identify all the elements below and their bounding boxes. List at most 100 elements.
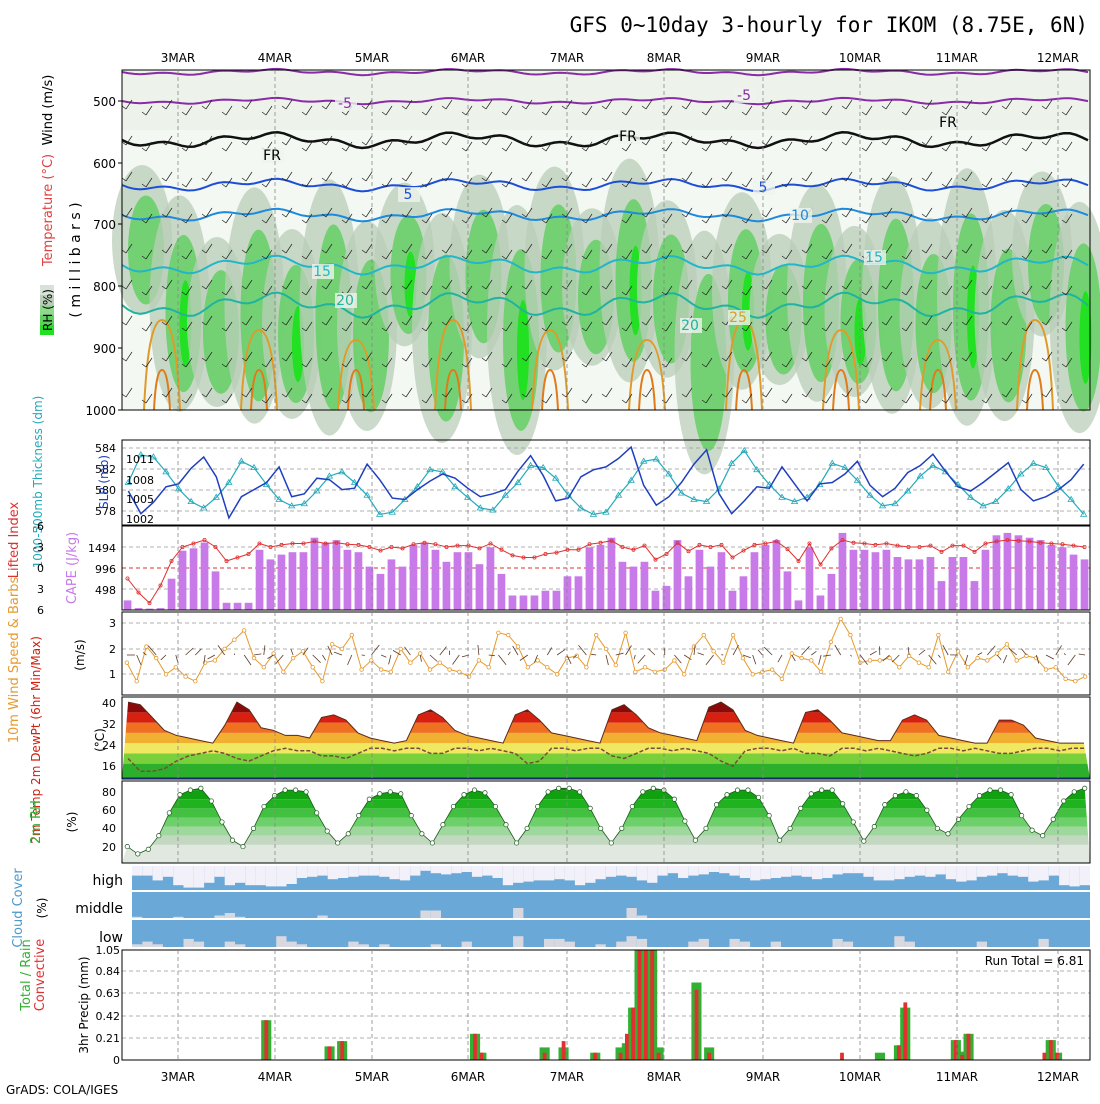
cloud-fill-low <box>565 942 575 947</box>
rh-band <box>122 790 1090 799</box>
ylabel-cape: CAPE (J/kg) <box>65 532 80 604</box>
ylabel-precip-conv: Convective <box>33 939 48 1012</box>
cloud-gap-high <box>771 866 781 878</box>
rh-marker <box>525 826 529 830</box>
top-date-label: 7MAR <box>550 51 585 65</box>
precip-convective-bar <box>695 990 699 1060</box>
precip-convective-bar <box>840 1053 844 1060</box>
cape-tick-label: 498 <box>95 584 116 597</box>
cape-bar <box>674 540 682 610</box>
cloud-gap-high <box>719 866 729 873</box>
contour-label: -5 <box>737 88 751 104</box>
cloud-gap-high <box>338 866 348 878</box>
wind-barb-10m <box>938 655 940 658</box>
ylabel-wind-10m: 10m Wind Speed & Barbs <box>7 577 22 744</box>
cloud-gap-high <box>163 866 173 877</box>
cape-bar <box>619 562 627 610</box>
wind-barb-10m <box>508 652 510 655</box>
rh-marker <box>672 797 676 801</box>
ylabel-cloud-unit: (%) <box>35 898 49 919</box>
cloud-gap-high <box>678 866 688 878</box>
wind-barb-10m <box>195 649 201 655</box>
cloud-gap-high <box>894 866 904 879</box>
cloud-gap-high <box>173 866 183 885</box>
cloud-gap-high <box>482 866 492 876</box>
wind-speed-marker <box>399 647 403 651</box>
wind-speed-marker <box>321 679 325 683</box>
wind-speed-marker <box>682 673 686 677</box>
contour-label: FR <box>263 148 281 164</box>
cape-bar <box>322 543 330 611</box>
cloud-gap-high <box>1069 866 1079 886</box>
bottom-date-label: 4MAR <box>258 1070 293 1084</box>
rh-marker <box>799 806 803 810</box>
rh-marker <box>967 804 971 808</box>
precip-convective-bar <box>644 950 648 1060</box>
wind-speed-marker <box>252 656 256 660</box>
cloud-gap-high <box>802 866 812 877</box>
rh-marker <box>336 841 340 845</box>
wind-speed-marker <box>223 647 227 651</box>
cape-bar <box>1004 533 1012 610</box>
wind-barb-10m <box>919 650 925 655</box>
cloud-fill-low <box>1039 939 1049 947</box>
wind-barb-10m <box>244 655 251 665</box>
rh-marker <box>651 786 655 790</box>
cape-bar <box>311 538 319 610</box>
wind-speed-marker <box>986 659 990 663</box>
rh-tick-label: 40 <box>102 822 116 835</box>
rh-band <box>122 827 1090 836</box>
wind-barb-10m <box>579 645 587 655</box>
wind-speed-marker <box>917 661 921 665</box>
li-tick-label: 6 <box>37 604 44 617</box>
cloud-gap-high <box>853 866 863 873</box>
cloud-gap-high <box>214 866 224 877</box>
cloud-gap-high <box>400 866 410 880</box>
cloud-fill-low <box>843 942 853 947</box>
wind-tick-label: 1 <box>109 668 116 681</box>
top-date-label: 9MAR <box>746 51 781 65</box>
cape-bar <box>223 603 231 610</box>
rh-marker <box>946 832 950 836</box>
rh-marker <box>493 804 497 808</box>
cape-bar <box>1081 559 1089 610</box>
cloud-gap-high <box>647 866 657 883</box>
slp-tick-label: 1005 <box>126 493 154 506</box>
cape-bar <box>586 547 594 610</box>
ylabel-precip: 3hr Precip (mm) <box>77 956 91 1053</box>
cape-bar <box>564 576 572 610</box>
pressure-tick-label: 800 <box>93 280 116 294</box>
rh-marker <box>841 802 845 806</box>
li-tick-label: 0 <box>37 562 44 575</box>
rh-marker <box>851 820 855 824</box>
cloud-gap-high <box>905 866 915 877</box>
cape-bar <box>850 550 858 610</box>
wind-speed-marker <box>379 668 383 672</box>
contour-label: 10 <box>791 208 809 224</box>
rh-marker <box>557 786 561 790</box>
wind-barb-10m <box>706 655 714 665</box>
wind-barb-10m <box>870 651 877 655</box>
cape-bar <box>1026 538 1034 610</box>
wind-speed-marker <box>634 670 638 674</box>
rh-marker <box>167 811 171 815</box>
cloud-gap-high <box>987 866 997 876</box>
cape-bar <box>344 550 352 610</box>
wind-barb-10m <box>478 645 479 655</box>
rh-marker <box>788 826 792 830</box>
wind-speed-marker <box>409 661 413 665</box>
wind-speed-marker <box>311 666 315 670</box>
cloud-gap-high <box>575 866 585 885</box>
rh-marker <box>609 841 613 845</box>
cloud-gap-high <box>585 866 595 883</box>
rh-marker <box>620 826 624 830</box>
cape-bar <box>410 545 418 610</box>
slp-line <box>128 447 1083 518</box>
rh-marker <box>567 786 571 790</box>
slp-tick-label: 1008 <box>126 474 154 487</box>
wind-speed-marker <box>604 647 608 651</box>
bottom-date-label: 10MAR <box>839 1070 881 1084</box>
cape-bar <box>817 596 825 611</box>
wind-barb-10m <box>1064 653 1066 655</box>
cloud-fill-low <box>554 939 564 947</box>
